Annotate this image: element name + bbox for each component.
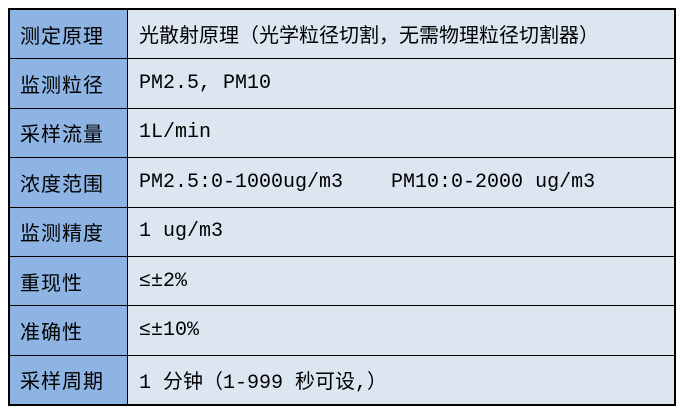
spec-label-cell: 浓度范围 [10,158,128,207]
spec-value-cell: 1 分钟（1-999 秒可设,） [128,355,674,404]
spec-value-cell: ≤±2% [128,256,674,306]
table-row: 浓度范围 PM2.5:0-1000ug/m3 PM10:0-2000 ug/m3 [10,158,674,208]
spec-value-cell: PM2.5, PM10 [128,59,674,108]
table-row: 采样流量 1L/min [10,108,674,159]
spec-label-cell: 监测精度 [10,207,128,256]
spec-value-cell: ≤±10% [128,306,674,355]
table-row: 测定原理 光散射原理（光学粒径切割，无需物理粒径切割器） [10,10,674,60]
spec-label-cell: 采样周期 [10,355,128,404]
table-row: 监测精度 1 ug/m3 [10,207,674,257]
spec-label-cell: 重现性 [10,256,128,306]
table-row: 监测粒径 PM2.5, PM10 [10,59,674,109]
spec-table: 测定原理 光散射原理（光学粒径切割，无需物理粒径切割器） 监测粒径 PM2.5,… [8,8,676,406]
spec-value-cell: 1L/min [128,108,674,158]
table-row: 采样周期 1 分钟（1-999 秒可设,） [10,355,674,404]
spec-label-cell: 采样流量 [10,108,128,158]
spec-label-cell: 测定原理 [10,10,128,59]
spec-value-cell: 光散射原理（光学粒径切割，无需物理粒径切割器） [128,10,674,59]
spec-label-cell: 准确性 [10,306,128,355]
table-row: 重现性 ≤±2% [10,256,674,307]
spec-label-cell: 监测粒径 [10,59,128,108]
spec-value-cell: 1 ug/m3 [128,207,674,256]
table-row: 准确性 ≤±10% [10,306,674,356]
spec-value-cell: PM2.5:0-1000ug/m3 PM10:0-2000 ug/m3 [128,158,674,207]
